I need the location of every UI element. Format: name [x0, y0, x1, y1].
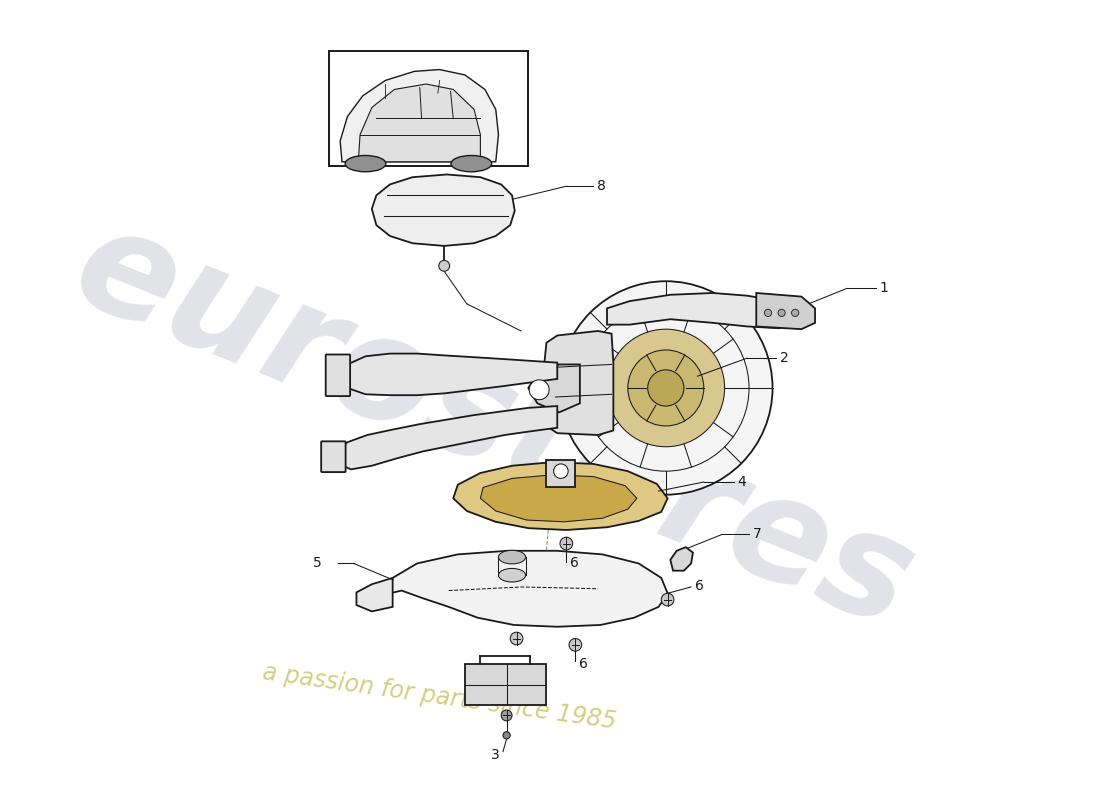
Polygon shape [356, 578, 393, 611]
Circle shape [560, 538, 573, 550]
Text: 6: 6 [570, 557, 579, 570]
Circle shape [778, 310, 785, 317]
FancyBboxPatch shape [326, 354, 350, 396]
Circle shape [569, 638, 582, 651]
Circle shape [628, 350, 704, 426]
Text: 4: 4 [737, 475, 746, 489]
Text: 5: 5 [314, 557, 322, 570]
Text: 6: 6 [695, 579, 704, 593]
Text: 2: 2 [780, 351, 789, 365]
Polygon shape [340, 70, 498, 162]
Circle shape [529, 380, 549, 400]
Polygon shape [465, 664, 547, 705]
Polygon shape [359, 84, 481, 162]
Polygon shape [543, 331, 614, 435]
Ellipse shape [498, 569, 526, 582]
Circle shape [439, 261, 450, 271]
Ellipse shape [498, 550, 526, 564]
Ellipse shape [451, 155, 492, 172]
Circle shape [503, 732, 510, 739]
Text: 8: 8 [597, 179, 606, 194]
Polygon shape [757, 293, 815, 329]
FancyBboxPatch shape [321, 442, 345, 472]
Circle shape [648, 370, 684, 406]
Text: 3: 3 [492, 748, 500, 762]
Polygon shape [670, 547, 693, 570]
Bar [329, 50, 528, 166]
Ellipse shape [345, 155, 386, 172]
Circle shape [510, 632, 522, 645]
Circle shape [792, 310, 799, 317]
Polygon shape [372, 174, 515, 246]
Circle shape [607, 329, 725, 446]
Circle shape [661, 594, 674, 606]
Text: a passion for parts since 1985: a passion for parts since 1985 [262, 661, 618, 734]
Polygon shape [547, 460, 575, 487]
Polygon shape [340, 354, 558, 395]
Text: 6: 6 [579, 657, 587, 671]
Text: 1: 1 [879, 282, 888, 295]
Polygon shape [389, 550, 668, 626]
Circle shape [559, 282, 772, 494]
Polygon shape [453, 462, 668, 530]
Polygon shape [336, 406, 558, 470]
Circle shape [553, 464, 568, 478]
Polygon shape [528, 365, 580, 412]
Text: eurostores: eurostores [55, 194, 933, 658]
Text: 7: 7 [752, 527, 761, 542]
Polygon shape [481, 474, 637, 522]
Circle shape [764, 310, 771, 317]
Polygon shape [607, 293, 800, 328]
Circle shape [502, 710, 512, 721]
